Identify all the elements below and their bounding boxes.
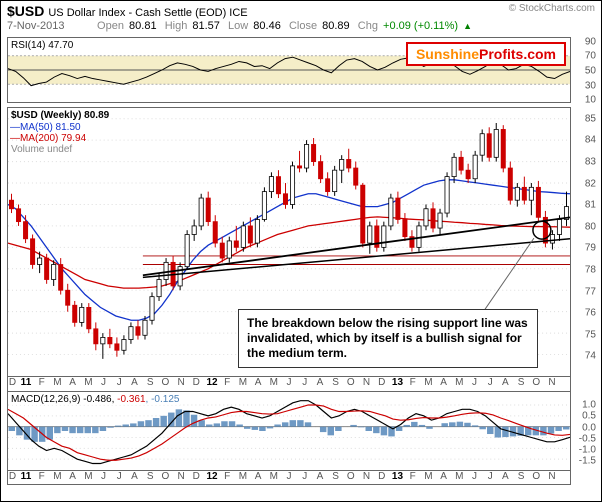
watermark-part2: Profits.com bbox=[479, 46, 556, 62]
high-val: 81.57 bbox=[192, 20, 220, 32]
macd-panel: MACD(12,26,9) -0.486, -0.361, -0.125 1.0… bbox=[7, 391, 571, 471]
chg-val: +0.09 (+0.11%) bbox=[383, 20, 458, 32]
chart-header: $USD US Dollar Index - Cash Settle (EOD)… bbox=[7, 3, 595, 32]
watermark: SunshineProfits.com bbox=[406, 42, 566, 66]
symbol-desc: US Dollar Index - Cash Settle (EOD) ICE bbox=[48, 7, 247, 19]
attribution: © StockCharts.com bbox=[509, 3, 595, 14]
ma200-label: —MA(200) 79.94 bbox=[10, 133, 86, 144]
low-label: Low bbox=[228, 20, 248, 32]
chart-date: 7-Nov-2013 bbox=[7, 20, 64, 32]
high-label: High bbox=[165, 20, 188, 32]
open-val: 80.81 bbox=[129, 20, 157, 32]
up-arrow-icon: ▲ bbox=[463, 21, 472, 31]
xaxis-1: D11FMAMJJASOND12FMAMJJASOND13FMAMJJASON bbox=[7, 377, 571, 391]
macd-label: MACD(12,26,9) -0.486, -0.361, -0.125 bbox=[10, 394, 180, 405]
rsi-panel: RSI(14) 47.70 SunshineProfits.com 907050… bbox=[7, 37, 571, 103]
watermark-part1: Sunshine bbox=[416, 46, 479, 62]
vol-label: Volume undef bbox=[10, 144, 73, 155]
rsi-yticks: 9070503010 bbox=[572, 38, 596, 102]
chg-label: Chg bbox=[358, 20, 378, 32]
close-val: 80.89 bbox=[322, 20, 350, 32]
macd-yticks: 1.00.50.0-0.5-1.0-1.5 bbox=[572, 392, 596, 470]
annotation-box: The breakdown below the rising support l… bbox=[238, 309, 538, 368]
open-label: Open bbox=[97, 20, 124, 32]
low-val: 80.46 bbox=[253, 20, 281, 32]
ma50-label: —MA(50) 81.50 bbox=[10, 122, 81, 133]
rsi-label: RSI(14) 47.70 bbox=[10, 40, 74, 51]
price-panel: $USD (Weekly) 80.89 —MA(50) 81.50 —MA(20… bbox=[7, 107, 571, 377]
xaxis-2: D11FMAMJJASOND12FMAMJJASOND13FMAMJJASON bbox=[7, 471, 571, 485]
price-yticks: 858483828180797877767574 bbox=[572, 108, 596, 376]
price-label: $USD (Weekly) 80.89 bbox=[10, 110, 110, 121]
symbol: $USD bbox=[7, 3, 44, 19]
close-label: Close bbox=[289, 20, 317, 32]
